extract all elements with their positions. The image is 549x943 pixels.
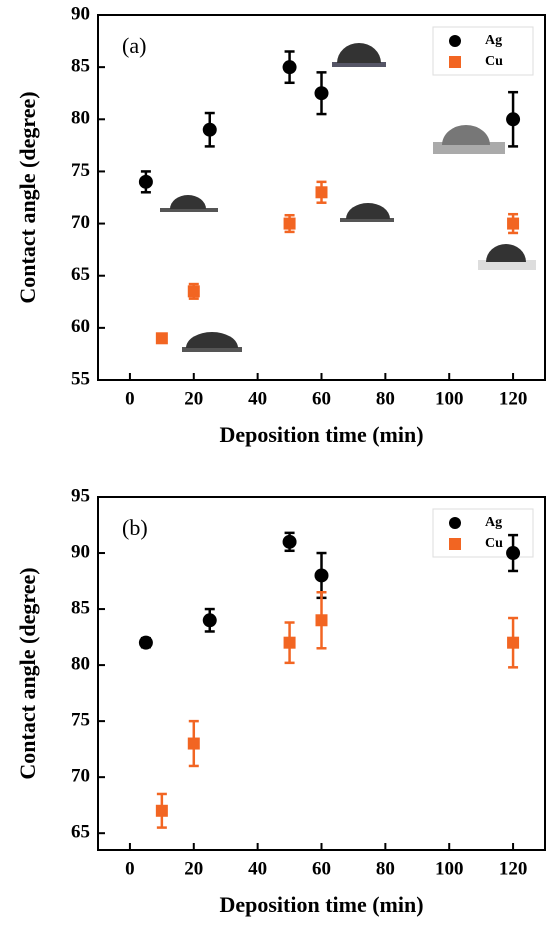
y-axis-label: Contact angle (degree) [15,567,40,779]
point [283,217,296,230]
point [314,568,329,583]
point [282,60,297,75]
y-tick-label: 75 [71,709,90,730]
y-tick-label: 70 [71,766,90,787]
y-tick-label: 80 [71,108,90,129]
point [138,635,153,650]
point [507,636,520,649]
point [507,217,520,230]
x-tick-label: 0 [125,388,135,409]
point [282,534,297,549]
x-tick-label: 20 [184,388,203,409]
x-tick-label: 120 [499,858,528,879]
point [506,546,521,561]
y-tick-label: 85 [71,597,90,618]
droplet-images [160,43,536,352]
legend-box [432,508,534,558]
point [314,86,329,101]
legend-label: Ag [485,33,502,48]
legend-marker [449,517,461,529]
x-tick-label: 80 [376,858,395,879]
point [155,804,168,817]
point [506,112,521,127]
annotation: (a) [122,33,146,58]
point [138,174,153,189]
x-tick-label: 80 [376,388,395,409]
x-tick-label: 120 [499,388,528,409]
x-axis-label: Deposition time (min) [219,422,423,447]
point [187,737,200,750]
x-tick-label: 40 [248,858,267,879]
y-tick-label: 90 [71,3,90,24]
y-tick-label: 70 [71,212,90,233]
point [315,614,328,627]
legend-box [432,26,534,76]
point [187,285,200,298]
x-tick-label: 20 [184,858,203,879]
point [315,186,328,199]
x-tick-label: 0 [125,858,135,879]
x-tick-label: 60 [312,858,331,879]
y-tick-label: 65 [71,822,90,843]
y-tick-label: 55 [71,368,90,389]
x-tick-label: 60 [312,388,331,409]
y-tick-label: 65 [71,264,90,285]
legend-label: Ag [485,515,502,530]
legend-marker [449,538,461,550]
x-axis-label: Deposition time (min) [219,892,423,917]
x-tick-label: 40 [248,388,267,409]
y-tick-label: 80 [71,653,90,674]
point [202,122,217,137]
point [283,636,296,649]
y-tick-label: 85 [71,56,90,77]
y-tick-label: 60 [71,316,90,337]
y-tick-label: 75 [71,160,90,181]
legend-label: Cu [485,54,503,69]
annotation: (b) [122,515,148,540]
x-tick-label: 100 [435,388,464,409]
legend-label: Cu [485,536,503,551]
point [155,332,168,345]
y-axis-label: Contact angle (degree) [15,91,40,303]
y-tick-label: 95 [71,485,90,506]
x-tick-label: 100 [435,858,464,879]
y-tick-label: 90 [71,541,90,562]
legend-marker [449,35,461,47]
legend-marker [449,56,461,68]
point [202,613,217,628]
plot-frame [97,496,546,851]
